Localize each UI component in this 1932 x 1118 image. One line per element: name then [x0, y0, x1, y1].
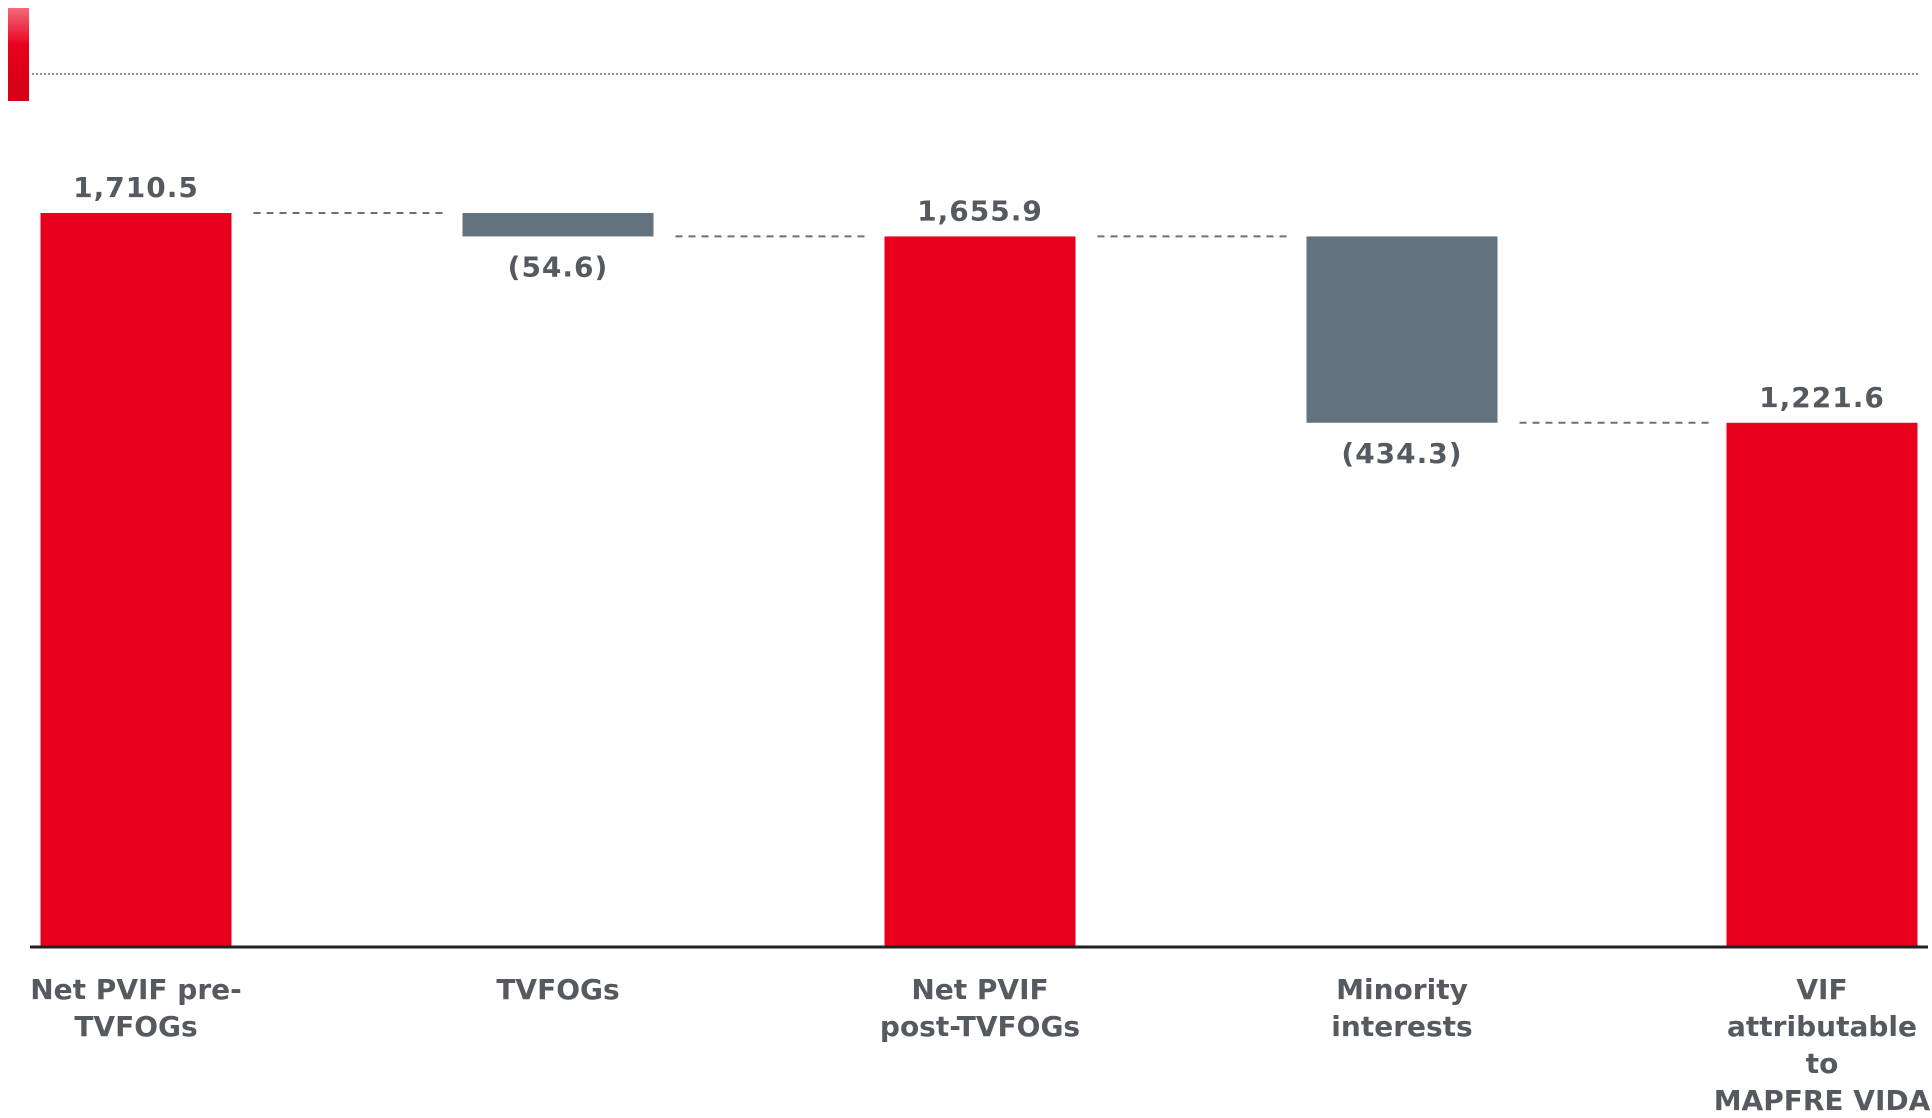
- data-label: 1,710.5: [73, 171, 199, 204]
- bar-total: [884, 236, 1076, 948]
- bar-total: [1726, 422, 1918, 948]
- category-label: Net PVIF pre-TVFOGs: [30, 973, 242, 1043]
- data-label: (434.3): [1341, 437, 1462, 470]
- category-label: Minority interests: [1331, 973, 1472, 1043]
- category-label: VIF attributable to MAPFRE VIDA: [1714, 973, 1931, 1117]
- header-dotted-rule: [32, 73, 1918, 75]
- category-label: TVFOGs: [496, 973, 619, 1006]
- data-label: 1,221.6: [1759, 381, 1885, 414]
- header-accent-bar: [8, 8, 29, 101]
- bar-total: [40, 213, 232, 947]
- data-label: (54.6): [508, 250, 609, 283]
- category-label: Net PVIF post-TVFOGs: [880, 973, 1080, 1043]
- bar-decrease: [1306, 236, 1498, 423]
- bar-decrease: [462, 213, 654, 237]
- data-label: 1,655.9: [917, 194, 1043, 227]
